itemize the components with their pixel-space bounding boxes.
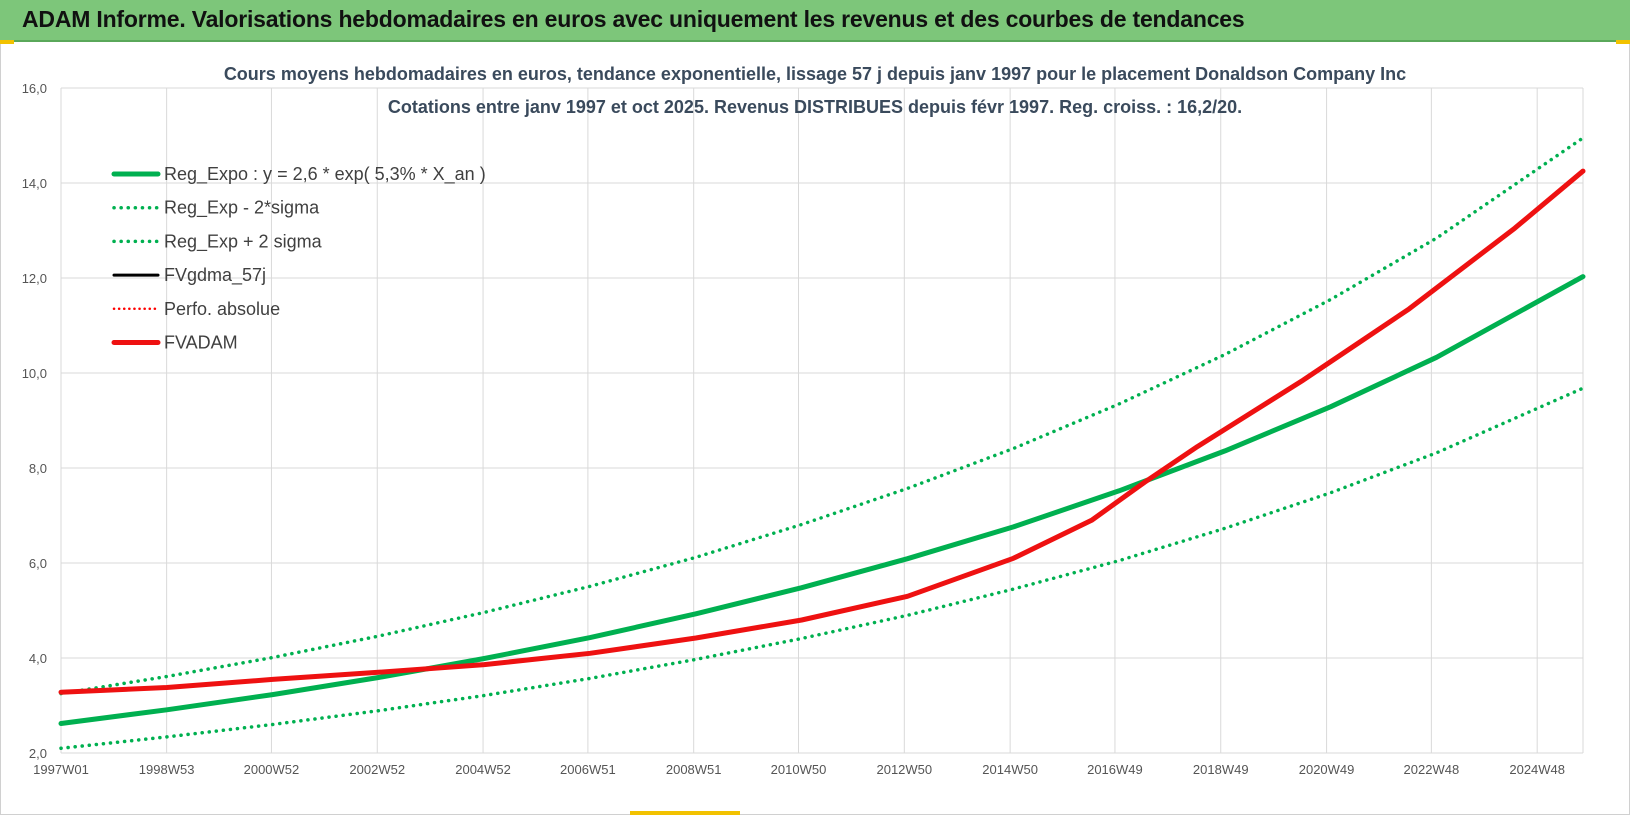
y-tick-label: 14,0 [22,176,47,191]
series-layer [58,136,1586,751]
legend: Reg_Expo : y = 2,6 * exp( 5,3% * X_an ) R… [111,164,486,353]
legend-label-perfo: Perfo. absolue [164,299,280,319]
x-tick-label: 2004W52 [455,762,511,777]
x-tick-label: 1997W01 [33,762,89,777]
x-tick-label: 2010W50 [771,762,827,777]
fvadam-line [58,168,1586,695]
reg-plus-line [59,136,1585,696]
y-tick-label: 10,0 [22,366,47,381]
y-tick-label: 8,0 [29,461,47,476]
x-tick-label: 2014W50 [982,762,1038,777]
x-tick-label: 2002W52 [349,762,405,777]
x-tick-label: 2024W48 [1509,762,1565,777]
axes: 2,0 4,0 6,0 8,0 10,0 12,0 14,0 16,0 1997W01 1998W… [22,81,1565,777]
x-tick-label: 2000W52 [244,762,300,777]
x-tick-label: 2022W48 [1404,762,1460,777]
reg-minus-line [59,386,1585,751]
chart: 2,0 4,0 6,0 8,0 10,0 12,0 14,0 16,0 1997W01 1998W… [22,64,1586,777]
chart-title-line2: Cotations entre janv 1997 et oct 2025. R… [388,97,1242,117]
y-tick-label: 16,0 [22,81,47,96]
x-tick-label: 2008W51 [666,762,722,777]
x-tick-label: 2016W49 [1087,762,1143,777]
reg-expo-line [58,274,1586,726]
header-bar: ADAM Informe. Valorisations hebdomadaire… [0,0,1630,42]
corner-mark-top-left [0,40,14,44]
x-tick-label: 2012W50 [876,762,932,777]
legend-label-reg-plus: Reg_Exp + 2 sigma [164,231,323,252]
x-tick-label: 2006W51 [560,762,616,777]
corner-mark-top-right [1616,40,1630,44]
corner-mark-bottom [630,811,740,815]
legend-label-fvgdma: FVgdma_57j [164,265,266,286]
y-tick-label: 4,0 [29,651,47,666]
legend-label-reg-minus: Reg_Exp - 2*sigma [164,198,320,219]
page-title: ADAM Informe. Valorisations hebdomadaire… [22,6,1245,32]
legend-label-fvadam: FVADAM [164,333,238,353]
chart-title-line1: Cours moyens hebdomadaires en euros, ten… [224,64,1406,84]
x-tick-label: 2020W49 [1299,762,1355,777]
x-tick-label: 1998W53 [139,762,195,777]
y-tick-label: 6,0 [29,556,47,571]
grid [60,87,1584,754]
y-tick-label: 2,0 [29,746,47,761]
legend-label-reg-expo: Reg_Expo : y = 2,6 * exp( 5,3% * X_an ) [164,164,486,185]
y-tick-label: 12,0 [22,271,47,286]
x-tick-label: 2018W49 [1193,762,1249,777]
